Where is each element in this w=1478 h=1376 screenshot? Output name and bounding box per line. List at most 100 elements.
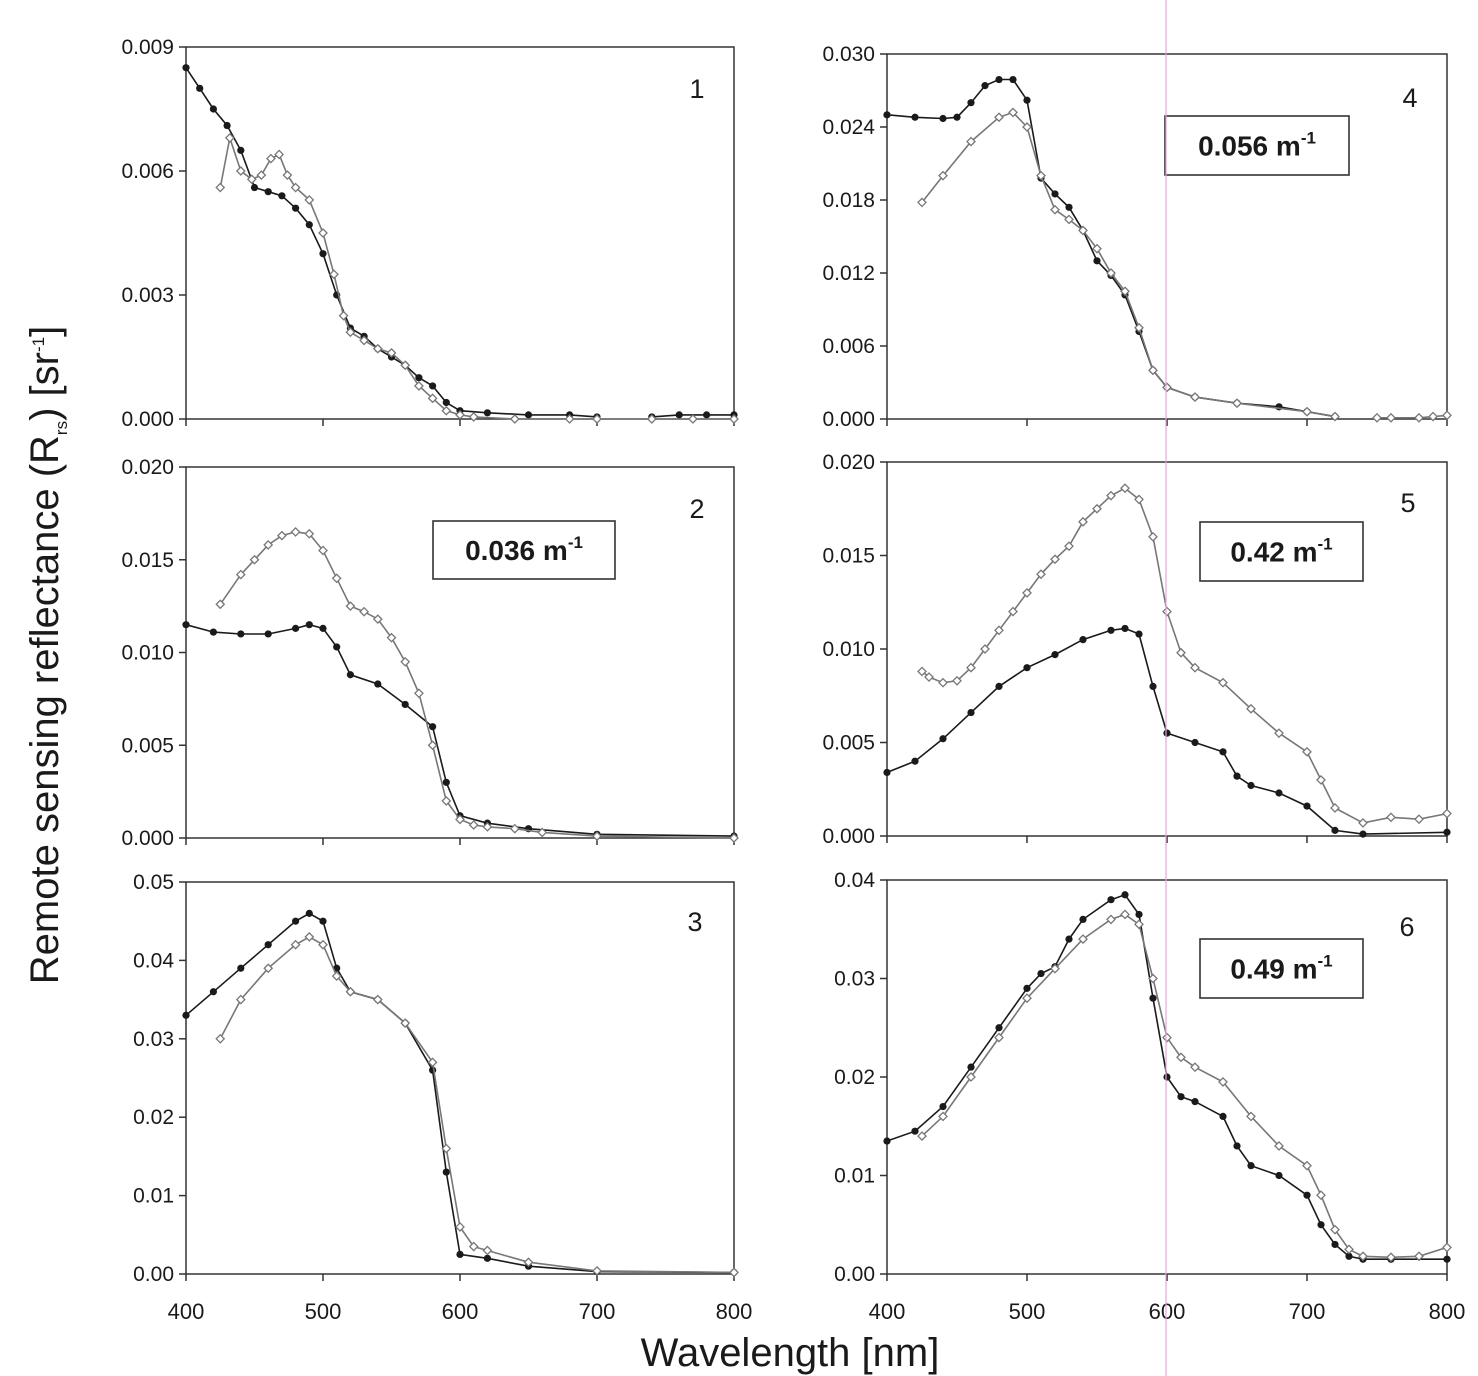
x-tick-label: 500 bbox=[305, 1299, 342, 1324]
data-point bbox=[524, 411, 533, 419]
data-point bbox=[883, 111, 891, 119]
coefficient-label: 0.42 m-1 bbox=[1230, 535, 1332, 568]
data-point bbox=[1330, 803, 1340, 813]
panel-4: 0.000 0.006 0.012 0.018 0.024 0.030 4 0.056 m-1 bbox=[822, 43, 1452, 431]
data-point bbox=[1107, 626, 1115, 634]
plot-frame bbox=[886, 53, 1448, 420]
data-point bbox=[250, 183, 259, 192]
series-open-1 bbox=[917, 107, 1340, 422]
data-point bbox=[372, 994, 383, 1005]
data-point bbox=[305, 221, 313, 229]
data-point bbox=[592, 1265, 602, 1276]
x-tick-label: 800 bbox=[716, 1299, 753, 1324]
y-tick-label: 0.01 bbox=[133, 1185, 174, 1208]
data-point bbox=[1121, 624, 1129, 633]
data-point bbox=[1316, 1190, 1326, 1201]
data-point bbox=[237, 964, 245, 972]
data-point bbox=[386, 632, 397, 643]
data-point bbox=[1190, 662, 1200, 673]
data-point bbox=[386, 347, 397, 358]
series-open-1 bbox=[917, 483, 1452, 828]
data-point bbox=[292, 624, 300, 632]
data-point bbox=[1135, 630, 1143, 638]
series-open-1 bbox=[215, 931, 739, 1278]
coefficient-box bbox=[1164, 115, 1350, 176]
data-point bbox=[1121, 891, 1129, 899]
series-open-1 bbox=[917, 909, 1452, 1263]
data-point bbox=[1037, 969, 1045, 978]
data-point bbox=[967, 1063, 975, 1071]
coefficient-label: 0.49 m-1 bbox=[1230, 952, 1332, 985]
data-point bbox=[215, 182, 226, 193]
data-point bbox=[1275, 789, 1283, 797]
data-point bbox=[1135, 910, 1143, 919]
panels: 0.0000.0030.0060.00910.0000.0050.0100.01… bbox=[121, 0, 1465, 1376]
series-open-2 bbox=[1372, 410, 1452, 423]
y-tick-label: 0.03 bbox=[834, 968, 875, 991]
data-point bbox=[729, 833, 739, 843]
data-point bbox=[331, 971, 342, 981]
data-point bbox=[1079, 915, 1087, 924]
data-point bbox=[537, 827, 548, 838]
coefficient-label: 0.056 m-1 bbox=[1198, 129, 1316, 162]
data-point bbox=[1274, 728, 1284, 739]
panel-number: 2 bbox=[689, 494, 704, 524]
data-point bbox=[359, 335, 370, 346]
data-point bbox=[729, 1267, 739, 1278]
data-point bbox=[1009, 75, 1017, 84]
data-point bbox=[329, 269, 339, 280]
data-point bbox=[981, 82, 989, 90]
data-point bbox=[345, 327, 356, 338]
x-axis-title: Wavelength [nm] bbox=[641, 1331, 940, 1375]
data-point bbox=[237, 146, 245, 154]
data-point bbox=[215, 1033, 226, 1044]
data-point bbox=[994, 1032, 1004, 1043]
data-point bbox=[482, 821, 493, 832]
data-point bbox=[1302, 1160, 1312, 1171]
data-point bbox=[442, 778, 450, 786]
data-point bbox=[235, 994, 246, 1005]
panel-3: 0.00 0.01 0.02 0.03 0.04 0.05 400 500 600 700 800 3 bbox=[133, 871, 752, 1324]
data-point bbox=[1149, 682, 1157, 691]
panel-number: 6 bbox=[1399, 912, 1414, 942]
data-point bbox=[400, 656, 411, 667]
panel-number: 1 bbox=[689, 74, 704, 104]
series-filled-0 bbox=[182, 909, 738, 1277]
y-axis-title: Remote sensing reflectance (Rrs) [sr-1] bbox=[23, 326, 71, 984]
data-point bbox=[305, 621, 313, 629]
data-point bbox=[1023, 664, 1031, 672]
data-point bbox=[1134, 322, 1144, 333]
data-point bbox=[455, 1222, 465, 1232]
y-tick-label: 0.03 bbox=[133, 1028, 174, 1051]
x-tick-label: 400 bbox=[869, 1299, 906, 1324]
data-point bbox=[1176, 1052, 1186, 1063]
data-point bbox=[1064, 541, 1074, 552]
series-open-1 bbox=[215, 527, 739, 843]
data-point bbox=[1233, 772, 1241, 780]
data-point bbox=[483, 1254, 491, 1262]
data-point bbox=[1443, 828, 1451, 836]
data-point bbox=[994, 625, 1004, 636]
y-tick-label: 0.005 bbox=[121, 734, 174, 757]
data-point bbox=[1050, 204, 1060, 215]
data-point bbox=[318, 545, 328, 556]
x-tick-label: 600 bbox=[442, 1299, 479, 1324]
series-open-2 bbox=[215, 133, 739, 424]
data-point bbox=[290, 939, 301, 950]
data-point bbox=[509, 414, 520, 424]
data-point bbox=[938, 1111, 948, 1122]
data-point bbox=[1106, 490, 1116, 501]
data-point bbox=[305, 909, 313, 917]
y-tick-label: 0.015 bbox=[121, 549, 174, 572]
y-tick-label: 0.009 bbox=[121, 36, 174, 59]
data-point bbox=[319, 624, 327, 632]
data-point bbox=[1079, 636, 1087, 644]
data-point bbox=[196, 84, 204, 92]
data-point bbox=[1316, 774, 1326, 785]
data-point bbox=[209, 628, 217, 636]
data-point bbox=[917, 666, 927, 677]
x-tick-label: 500 bbox=[1009, 1299, 1046, 1324]
data-point bbox=[359, 606, 370, 617]
data-point bbox=[1190, 392, 1200, 403]
data-point bbox=[509, 823, 520, 834]
